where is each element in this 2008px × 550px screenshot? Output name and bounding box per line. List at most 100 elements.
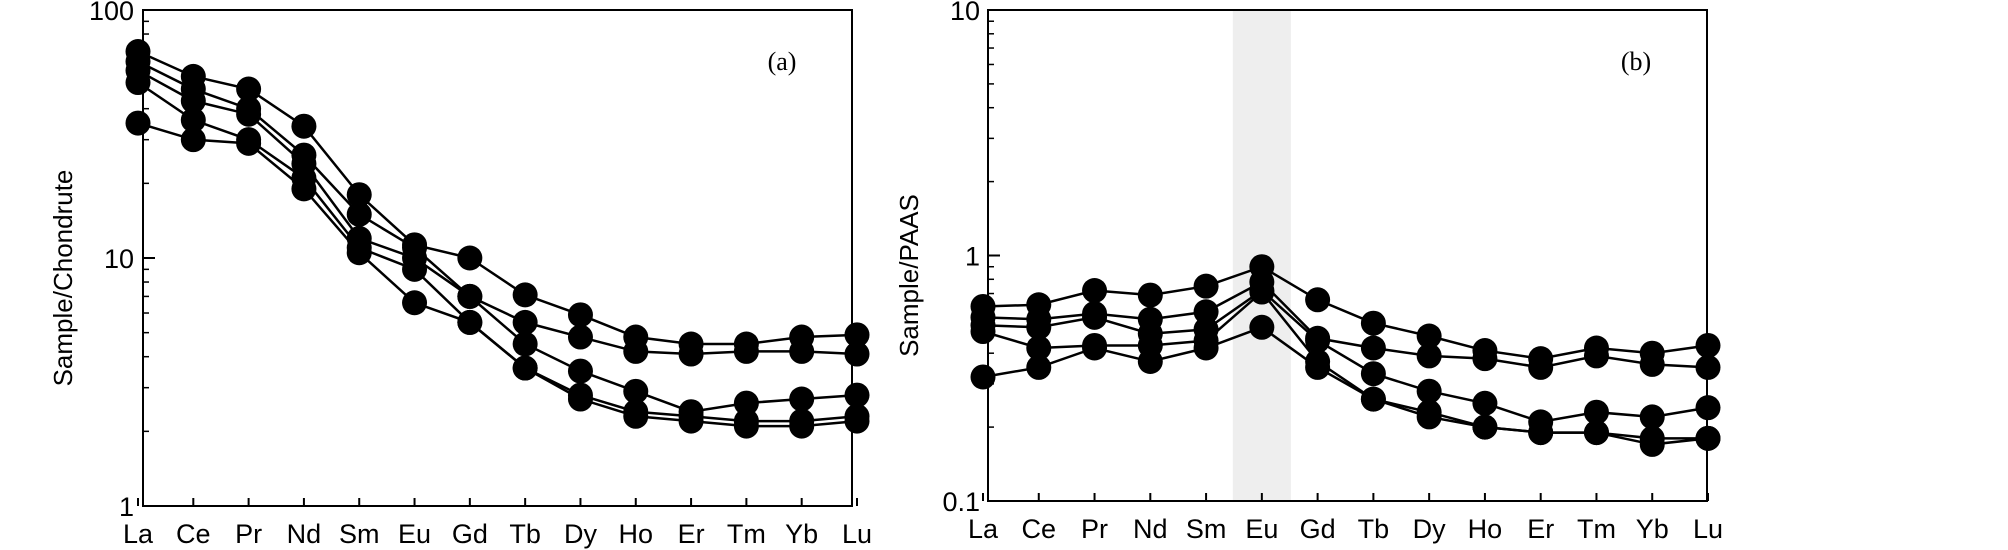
x-tick-label-ho: Ho [1468,514,1503,544]
data-point-s5-dy [567,386,593,412]
data-point-s4-la [125,70,151,96]
data-point-s5-er [1528,420,1554,446]
data-point-s1-sm [1193,273,1219,299]
data-point-s5-nd [291,176,317,202]
data-point-s2-tb [1360,335,1386,361]
data-point-s5-lu [844,408,870,434]
x-tick-label-gd: Gd [1300,514,1336,544]
data-point-s2-sm [346,201,372,227]
x-tick-label-lu: Lu [1693,514,1723,544]
data-point-s2-dy [1416,343,1442,369]
data-point-s1-lu [1695,332,1721,358]
data-point-s3-yb [1639,404,1665,430]
x-tick-label-nd: Nd [287,519,322,549]
x-tick-label-pr: Pr [1081,514,1108,544]
data-point-s5-la [970,364,996,390]
data-point-s1-dy [1416,323,1442,349]
data-point-s1-pr [1082,278,1108,304]
x-tick-label-nd: Nd [1133,514,1168,544]
x-tick-label-gd: Gd [452,519,488,549]
x-tick-label-lu: Lu [842,519,872,549]
data-point-s2-ho [623,338,649,364]
data-point-s3-yb [789,386,815,412]
panel-label: (b) [1621,47,1651,76]
data-point-s3-pr [1082,304,1108,330]
data-point-s2-ho [1472,346,1498,372]
y-tick-label: 10 [104,244,134,274]
x-tick-label-la: La [123,519,154,549]
x-tick-label-yb: Yb [1636,514,1669,544]
y-tick-label: 1 [119,492,134,522]
x-tick-label-tb: Tb [509,519,541,549]
data-point-s4-eu [402,256,428,282]
x-tick-label-dy: Dy [564,519,597,549]
data-point-s1-dy [567,302,593,328]
data-point-s5-tb [512,355,538,381]
data-point-s4-ce [1026,335,1052,361]
data-point-s1-lu [844,322,870,348]
data-point-s1-tb [512,282,538,308]
data-point-s5-gd [1305,354,1331,380]
data-point-s3-ho [1472,390,1498,416]
x-tick-label-dy: Dy [1413,514,1446,544]
data-point-s5-pr [236,130,262,156]
data-point-s2-tb [512,309,538,335]
data-point-s1-nd [291,113,317,139]
data-point-s5-la [125,110,151,136]
x-tick-label-tb: Tb [1358,514,1390,544]
x-tick-label-tm: Tm [1577,514,1616,544]
data-point-s5-pr [1082,335,1108,361]
data-point-s2-yb [1639,351,1665,377]
y-tick-label: 10 [950,0,980,26]
y-tick-label: 1 [965,242,980,272]
data-point-s5-ho [623,403,649,429]
data-point-s3-dy [567,358,593,384]
panel-label: (a) [768,47,797,76]
chart-panel-b: La Ce Pr Nd Sm Eu Gd Tb Dy Ho Er Tm Yb Lu 0.1 1 10 Sample… [894,0,1723,544]
data-point-s5-er [678,408,704,434]
data-point-s2-er [1528,354,1554,380]
data-point-s3-gd [457,283,483,309]
data-point-s1-pr [236,76,262,102]
data-point-s3-ce [1026,314,1052,340]
x-tick-label-ce: Ce [176,519,211,549]
data-point-s2-tm [733,338,759,364]
x-tick-label-er: Er [1527,514,1554,544]
data-point-s5-eu [402,290,428,316]
data-point-s5-tb [1360,386,1386,412]
data-point-s4-la [970,319,996,345]
chart-panel-a: La Ce Pr Nd Sm Eu Gd Tb Dy Ho Er Tm Yb Lu 1 10 100 Sample… [48,0,872,549]
series-line-5 [137,121,858,428]
data-point-s5-lu [1695,425,1721,451]
data-point-s5-dy [1416,404,1442,430]
data-point-s4-ce [180,107,206,133]
data-point-s4-eu [1249,279,1275,305]
y-axis-title: Sample/PAAS [894,194,924,357]
data-point-s2-lu [1695,354,1721,380]
x-tick-label-eu: Eu [1245,514,1278,544]
data-point-s5-gd [457,309,483,335]
data-point-s5-ce [180,127,206,153]
x-tick-label-er: Er [678,519,705,549]
data-point-s3-tb [1360,361,1386,387]
x-tick-label-la: La [968,514,999,544]
x-tick-label-yb: Yb [785,519,818,549]
data-point-s5-sm [346,240,372,266]
data-point-s1-tb [1360,310,1386,336]
x-tick-label-ce: Ce [1022,514,1057,544]
data-point-s2-yb [789,338,815,364]
data-point-s2-er [678,341,704,367]
data-point-s5-eu [1249,314,1275,340]
data-point-s3-tm [1583,399,1609,425]
data-point-s3-pr [236,101,262,127]
y-tick-label: 100 [89,0,134,26]
data-point-s5-sm [1193,335,1219,361]
data-point-s1-nd [1137,282,1163,308]
x-tick-label-eu: Eu [398,519,431,549]
y-tick-label: 0.1 [942,487,980,517]
data-point-s3-lu [844,382,870,408]
data-point-s3-gd [1305,328,1331,354]
data-point-s3-ho [623,378,649,404]
data-point-s5-yb [789,413,815,439]
x-tick-label-sm: Sm [339,519,380,549]
